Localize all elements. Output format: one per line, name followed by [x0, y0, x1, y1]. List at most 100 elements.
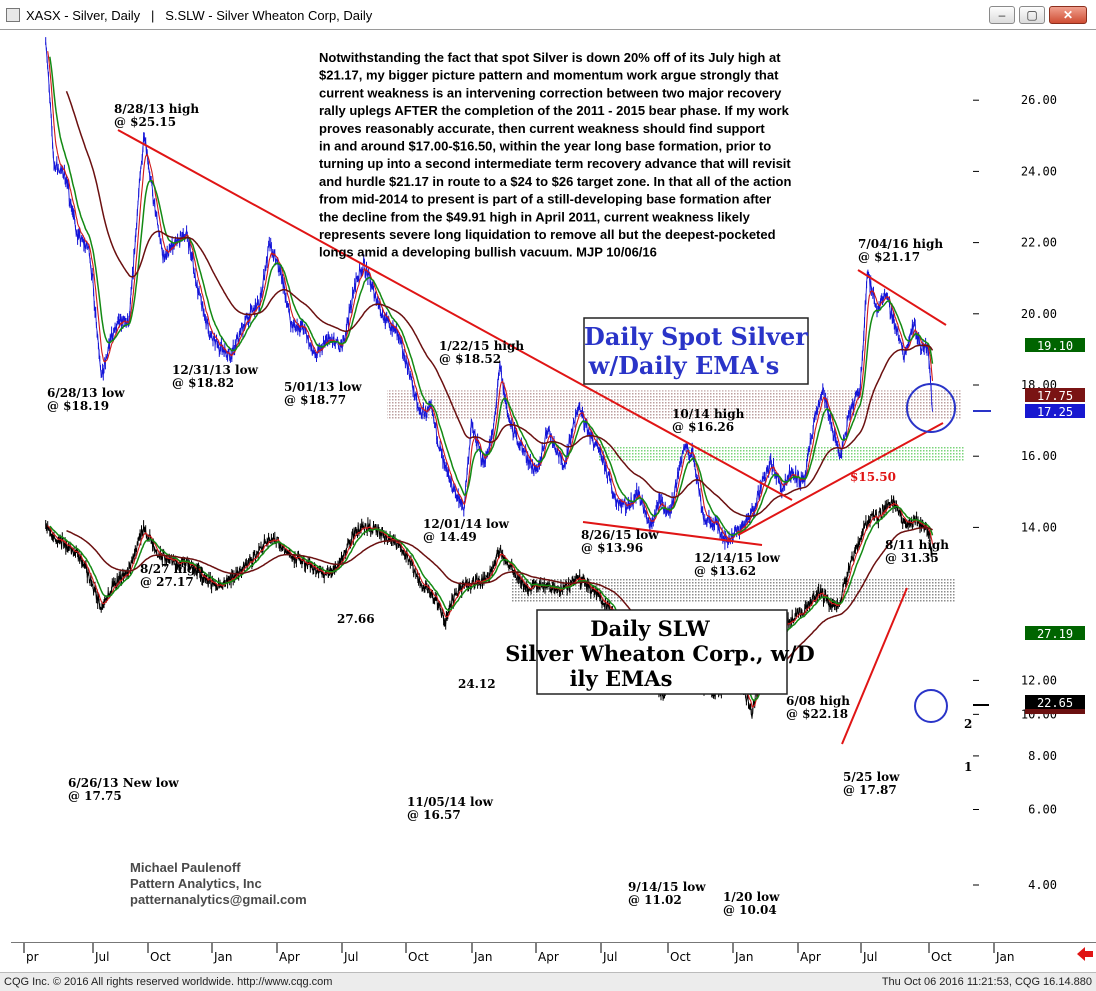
price-tick-label: 20.00: [1021, 307, 1057, 321]
silver-aug15-low-label-line1: 8/26/15 low: [581, 528, 659, 542]
commentary-line: rally uplegs AFTER the completion of the…: [319, 103, 790, 118]
slw-2013-high-label-line2: @ 27.17: [140, 575, 194, 589]
commentary-line: longs amid a developing bullish vacuum. …: [319, 245, 657, 260]
silver-high-line: [857, 269, 947, 326]
silver-aug15-low-label-line2: @ $13.96: [581, 541, 643, 555]
commentary-line: Notwithstanding the fact that spot Silve…: [319, 50, 781, 65]
slw-2014-high-label: 27.66: [337, 612, 375, 626]
price-tick-label: 26.00: [1021, 93, 1057, 107]
signature-line: patternanalytics@gmail.com: [130, 892, 307, 907]
silver-dec15-low-label-line2: @ $13.62: [694, 564, 756, 578]
silver-low-line: [582, 521, 763, 546]
month-tick-label: Apr: [800, 950, 821, 964]
commentary-line: from mid-2014 to present is part of a st…: [319, 192, 771, 207]
slw-tick-label: 4.00: [1028, 878, 1057, 892]
month-tick-label: Jan: [995, 950, 1015, 964]
slw-aug16-high-label-line1: 8/11 high: [885, 538, 949, 552]
resistance-zone: [387, 390, 961, 419]
silver-title-line1: Daily Spot Silver: [584, 322, 808, 351]
silver-last-ema-flag: [1025, 338, 1085, 352]
signature-line: Michael Paulenoff: [130, 860, 241, 875]
silver-dec13-low-label-line2: @ $18.82: [172, 376, 234, 390]
close-button[interactable]: ✕: [1049, 6, 1087, 24]
month-tick-label: Jul: [94, 950, 109, 964]
silver-2013-low-label-line1: 6/28/13 low: [47, 386, 125, 400]
slw-ema-slow: [66, 527, 933, 688]
silver-dec14-low-label-line1: 12/01/14 low: [423, 517, 510, 531]
commentary-line: the decline from the $49.91 high in Apri…: [319, 209, 751, 224]
status-bar: CQG Inc. © 2016 All rights reserved worl…: [0, 972, 1096, 991]
slw-last-ema-flag: [1025, 626, 1085, 640]
slw-tick-label: 12.00: [1021, 673, 1057, 687]
price-axis[interactable]: 14.00 16.00 18.00 20.00 22.00 24.00 26.00 4.00 6…: [957, 30, 1096, 942]
silver-may-low-label-line2: @ $18.77: [284, 393, 346, 407]
silver-2013-high-label-line1: 8/28/13 high: [114, 102, 199, 116]
slw-focus-circle: [914, 689, 948, 723]
commentary-line: and hurdle $21.17 in route to a $24 to $…: [319, 174, 791, 189]
minimize-button[interactable]: –: [989, 6, 1015, 24]
silver-oct14-high-label-line2: @ $16.26: [672, 420, 734, 434]
slw-aug16-high-label-line2: @ 31.35: [885, 551, 939, 565]
restore-button[interactable]: ▢: [1019, 6, 1045, 24]
month-tick-label: Jan: [473, 950, 493, 964]
silver-jan15-high-label-line1: 1/22/15 high: [439, 339, 524, 353]
silver-may-low-label-line1: 5/01/13 low: [284, 380, 362, 394]
silver-last-slow-value: 17.75: [1037, 389, 1073, 403]
app-icon: [6, 8, 20, 22]
month-tick-label: Oct: [670, 950, 691, 964]
silver-title-line2: w/Daily EMA's: [588, 351, 780, 380]
slw-2015-high-label: 24.12: [458, 677, 496, 691]
slw-sep15-low-label-line1: 9/14/15 low: [628, 880, 706, 894]
silver-ema-slow: [65, 90, 934, 518]
year-label: 2016: [748, 943, 779, 945]
silver-oct14-high-label-line1: 10/14 high: [672, 407, 745, 421]
slw-last-price-value: 22.65: [1037, 696, 1073, 710]
slw-2013-low-label-line1: 6/26/13 New low: [68, 776, 179, 790]
slw-2014-low-label-line2: @ 16.57: [407, 808, 461, 822]
slw-may16-low-label-line1: 5/25 low: [843, 770, 900, 784]
copyright-text: CQG Inc. © 2016 All rights reserved worl…: [4, 976, 333, 988]
month-tick-label: Oct: [408, 950, 429, 964]
silver-last-ema-value: 19.10: [1037, 339, 1073, 353]
slw-tick-label: 6.00: [1028, 802, 1057, 816]
commentary-line: $21.17, my bigger picture pattern and mo…: [319, 68, 779, 83]
commentary-line: in and around $17.00-$16.50, within the …: [319, 139, 771, 154]
silver-last-price-value: 17.25: [1037, 405, 1073, 419]
commentary-line: represents severe long liquidation to re…: [319, 227, 776, 242]
silver-dec15-low-label-line1: 12/14/15 low: [694, 551, 781, 565]
chart-plot-area[interactable]: 8/28/13 high @ $25.15 6/28/13 low @ $18.19 1…: [11, 30, 1007, 942]
slw-2013-high-label-line1: 8/27 high: [140, 562, 204, 576]
signature-line: Pattern Analytics, Inc: [130, 876, 262, 891]
chart-canvas[interactable]: 8/28/13 high@ $25.15 6/28/13 low@ $18.19 1…: [11, 30, 1007, 942]
time-axis[interactable]: pr Jul Oct Jan Apr Jul Oct Jan Apr Jul Oct Jan Apr Ju…: [11, 931, 1096, 973]
month-tick-label: Apr: [279, 950, 300, 964]
price-tick-label: 16.00: [1021, 449, 1057, 463]
year-label: 2015: [488, 943, 519, 945]
silver-focus-circle: [906, 383, 956, 433]
slw-jun16-high-label-line2: @ $22.18: [786, 707, 848, 721]
slw-jun16-high-label-line1: 6/08 high: [786, 694, 850, 708]
price-tick-label: 22.00: [1021, 236, 1057, 250]
slw-sep15-low-label-line2: @ 11.02: [628, 893, 682, 907]
silver-dec13-low-label-line1: 12/31/13 low: [172, 363, 259, 377]
slw-title-line2: Silver Wheaton Corp., w/D: [505, 641, 815, 666]
slw-zone-top-label: 20.80-: [964, 717, 973, 731]
silver-title-box: [583, 317, 809, 385]
silver-downtrend-line: [117, 129, 793, 501]
commentary-line: current weakness is an intervening corre…: [319, 85, 782, 100]
slw-uptrend-line: [841, 587, 908, 745]
slw-title-box: [536, 609, 788, 695]
silver-2013-low-label-line2: @ $18.19: [47, 399, 109, 413]
commentary-line: proves reasonably accurate, then current…: [319, 121, 765, 136]
silver-level-label: $15.50: [850, 470, 896, 484]
silver-last-slow-flag: [1025, 388, 1085, 402]
month-tick-label: Jul: [343, 950, 358, 964]
month-tick-label: Jan: [734, 950, 754, 964]
month-tick-label: Jul: [602, 950, 617, 964]
time-axis-canvas: pr Jul Oct Jan Apr Jul Oct Jan Apr Jul Oct Jan Apr Ju…: [23, 931, 1093, 964]
month-tick-label: Oct: [931, 950, 952, 964]
slw-last-price-flag: [1025, 695, 1085, 709]
slw-last-ema-value: 27.19: [1037, 627, 1073, 641]
slw-title-line1: Daily SLW: [590, 616, 710, 641]
slw-2013-low-label-line2: @ 17.75: [68, 789, 122, 803]
